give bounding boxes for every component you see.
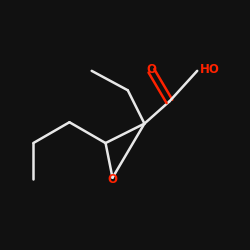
Text: O: O	[108, 173, 118, 186]
Text: O: O	[146, 63, 156, 76]
Text: HO: HO	[200, 63, 219, 76]
